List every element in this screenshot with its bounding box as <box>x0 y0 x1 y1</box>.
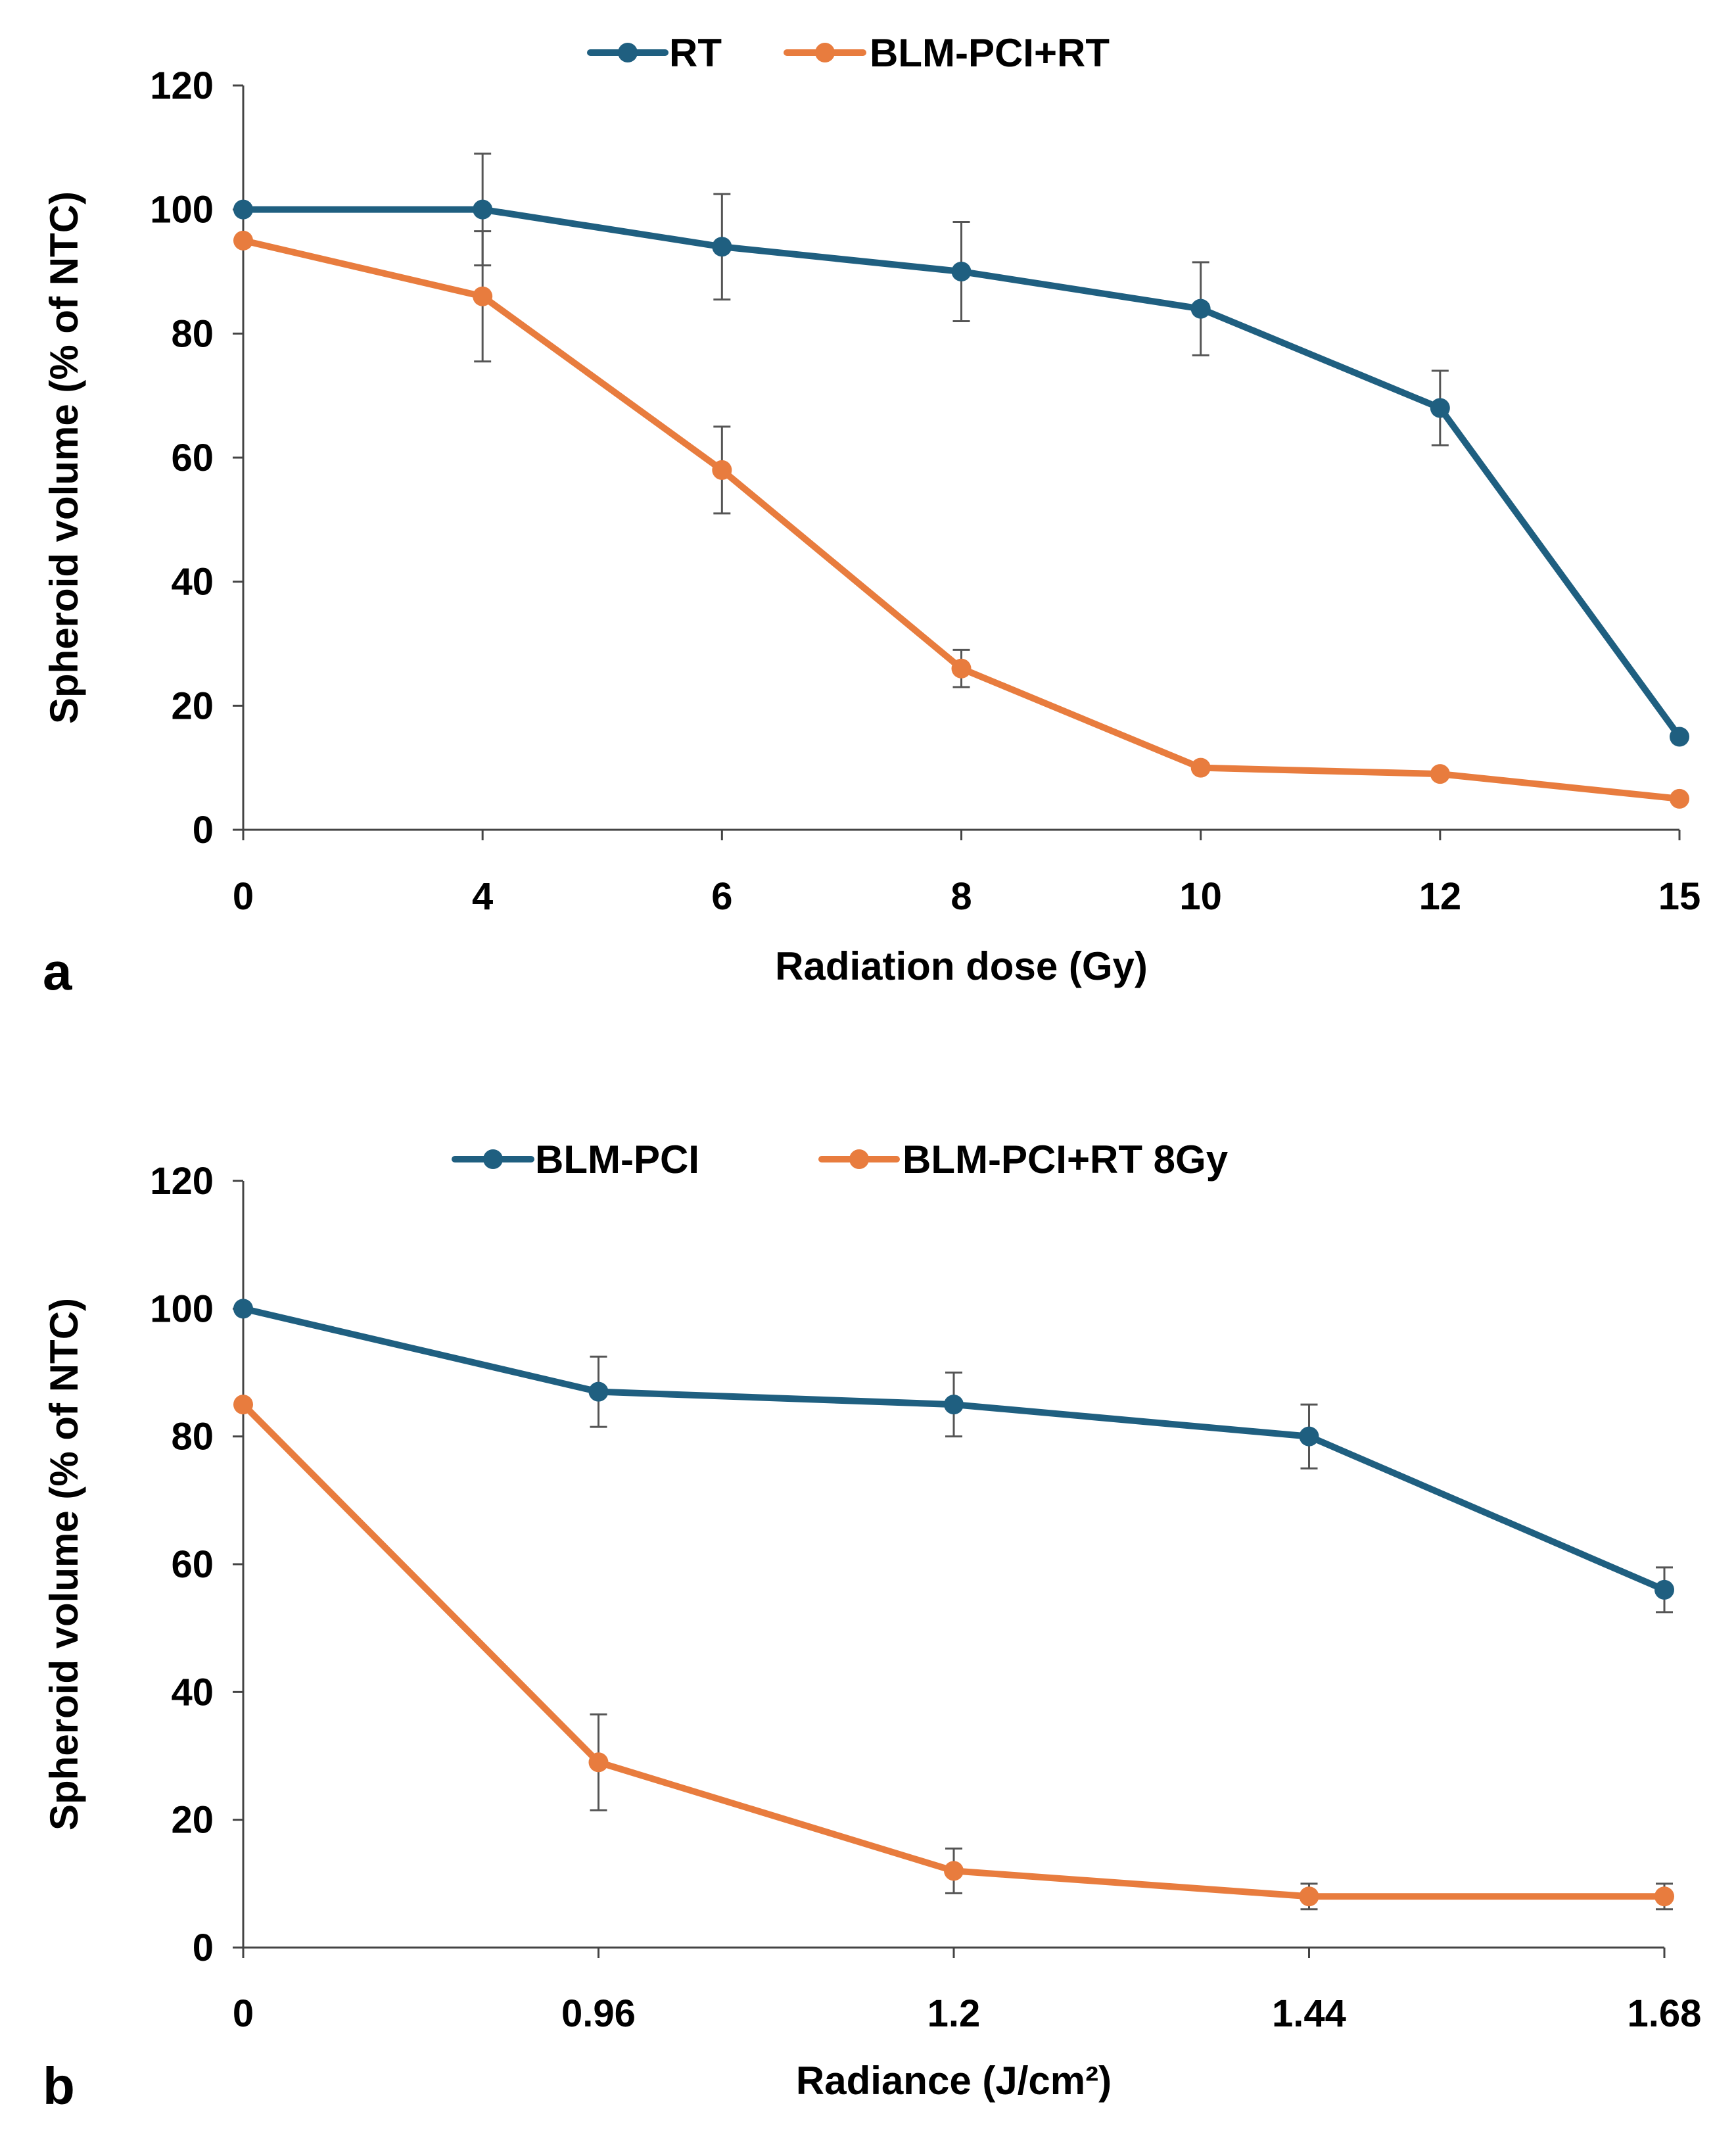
data-point <box>1430 764 1450 784</box>
panel-letter: a <box>43 942 72 1001</box>
x-tick-label: 1.68 <box>1628 1992 1702 2035</box>
data-point <box>1190 757 1211 778</box>
data-point <box>473 286 493 306</box>
data-point <box>712 460 732 480</box>
y-tick-label: 0 <box>193 1927 214 1969</box>
data-point <box>1654 1579 1674 1600</box>
legend-swatch-marker <box>815 43 835 62</box>
x-tick-label: 0 <box>233 1992 254 2035</box>
x-tick-label: 8 <box>950 875 972 918</box>
data-point <box>1299 1886 1319 1907</box>
y-tick-label: 40 <box>171 1671 214 1713</box>
data-point <box>951 262 972 281</box>
y-tick-label: 80 <box>171 1416 214 1458</box>
legend-swatch-marker <box>849 1149 869 1169</box>
series-line <box>240 1305 1668 1593</box>
data-point <box>1430 398 1450 418</box>
x-tick-label: 1.44 <box>1272 1992 1346 2035</box>
panel-b: 0 20 40 60 80 100 120 0 0.96 1.2 1.44 1.68 Radiance … <box>42 1137 1701 2115</box>
legend-label: BLM-PCI+RT <box>870 31 1110 75</box>
x-tick-label: 4 <box>472 875 493 918</box>
data-point <box>1670 788 1689 809</box>
data-point <box>1670 727 1689 747</box>
x-tick-label: 10 <box>1179 875 1222 918</box>
y-tick-label: 60 <box>171 1543 214 1586</box>
y-axis-title: Spheroid volume (% of NTC) <box>42 1298 86 1831</box>
y-tick-label: 20 <box>171 684 214 727</box>
series-line <box>240 237 1683 802</box>
y-tick-label: 20 <box>171 1799 214 1842</box>
data-point <box>233 1299 253 1319</box>
x-axis-title: Radiation dose (Gy) <box>775 944 1148 988</box>
y-tick-label: 120 <box>150 64 214 107</box>
data-point <box>944 1861 964 1881</box>
x-tick-label: 0 <box>233 875 254 918</box>
data-point <box>944 1395 964 1415</box>
y-tick-label: 120 <box>150 1160 214 1203</box>
data-point <box>1654 1886 1674 1907</box>
data-point <box>588 1752 609 1773</box>
legend-swatch-marker <box>483 1149 503 1169</box>
x-tick-label: 12 <box>1419 875 1462 918</box>
legend-label: RT <box>669 31 722 75</box>
panel-a: 0 20 40 60 80 100 120 0 4 6 8 10 12 15 Radiation dose … <box>42 31 1701 1001</box>
y-tick-label: 0 <box>193 809 214 851</box>
legend-label: BLM-PCI <box>535 1137 699 1182</box>
y-tick-label: 60 <box>171 437 214 479</box>
legend-label: BLM-PCI+RT 8Gy <box>903 1137 1229 1182</box>
data-point <box>233 1395 253 1415</box>
y-tick-label: 80 <box>171 312 214 355</box>
x-tick-label: 0.96 <box>561 1992 636 2035</box>
data-point <box>473 199 493 220</box>
data-point <box>1190 299 1211 319</box>
data-point <box>588 1381 609 1402</box>
panel-letter: b <box>43 2057 75 2115</box>
data-point <box>233 230 253 251</box>
x-tick-label: 6 <box>711 875 732 918</box>
x-tick-label: 1.2 <box>927 1992 981 2035</box>
data-point <box>233 199 253 220</box>
x-axis-title: Radiance (J/cm²) <box>796 2059 1112 2103</box>
y-tick-label: 100 <box>150 189 214 231</box>
y-tick-label: 100 <box>150 1287 214 1330</box>
data-point <box>951 658 972 679</box>
data-point <box>1299 1426 1319 1447</box>
y-axis-title: Spheroid volume (% of NTC) <box>42 191 86 724</box>
x-tick-label: 15 <box>1658 875 1701 918</box>
data-point <box>712 237 732 257</box>
legend-swatch-marker <box>618 43 638 62</box>
series-line <box>240 1401 1668 1900</box>
y-tick-label: 40 <box>171 561 214 604</box>
